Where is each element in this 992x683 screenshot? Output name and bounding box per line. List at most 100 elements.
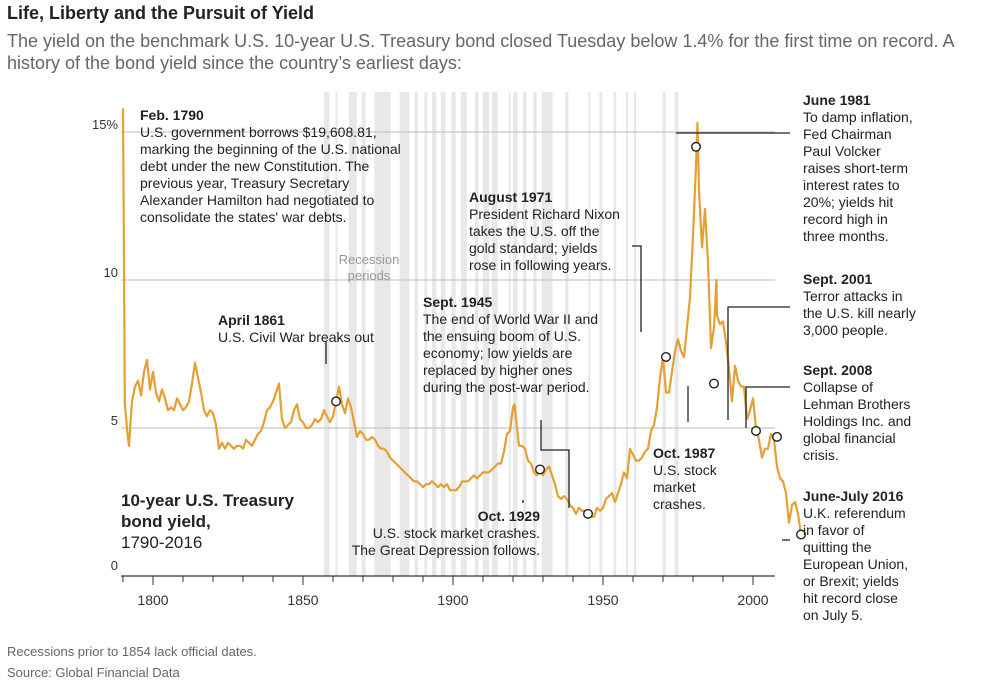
annotation-title: June 1981	[803, 92, 871, 108]
recession-band	[508, 92, 511, 576]
y-tick-label: 5	[111, 413, 118, 428]
annotation-text: raises short-term	[803, 160, 908, 176]
event-marker	[535, 464, 546, 475]
chart-subtitle: The yield on the benchmark U.S. 10-year …	[7, 31, 954, 73]
annotation-text: marking the beginning of the U.S. nation…	[140, 141, 401, 157]
annotation-text: The end of World War II and	[423, 311, 598, 327]
recession-band	[674, 92, 679, 576]
leader-line	[540, 420, 570, 508]
x-axis: 1800 1850 1900 1950 2000	[121, 575, 775, 608]
annotation-text: Paul Volcker	[803, 143, 881, 159]
annotation-text: three months.	[803, 228, 889, 244]
leader-line	[745, 386, 790, 428]
recession-band	[483, 92, 489, 576]
recession-band	[440, 92, 446, 576]
annotation-text: European Union,	[803, 556, 908, 572]
recession-band	[348, 92, 357, 576]
annotation-title: Sept. 1945	[423, 294, 492, 310]
annotation-text: U.S. stock market crashes.	[373, 525, 540, 541]
recession-band	[541, 92, 553, 576]
recession-band	[599, 92, 603, 576]
annotation-text: market	[653, 479, 696, 495]
annotation-text: quitting the	[803, 539, 872, 555]
series-label-line: 1790-2016	[121, 533, 202, 552]
annotation-text: the ensuing boom of U.S.	[423, 328, 581, 344]
yield-line	[121, 108, 803, 535]
annotation-title: April 1861	[218, 312, 285, 328]
recession-band	[474, 92, 479, 576]
annotation-text: crisis.	[803, 447, 839, 463]
annotation-text: crashes.	[653, 496, 706, 512]
annotation-text: hit record close	[803, 590, 898, 606]
recession-band	[613, 92, 617, 576]
annotation-text: record high in	[803, 211, 888, 227]
recession-band	[324, 92, 330, 576]
annotation-text: U.S. government borrows $19,608.81,	[140, 124, 377, 140]
annotation-text: Terror attacks in	[803, 288, 903, 304]
annotation-title: June-July 2016	[803, 488, 904, 504]
recession-band	[335, 92, 338, 576]
event-marker	[691, 141, 702, 152]
annotation-text: U.S. Civil War breaks out	[218, 329, 374, 345]
event-marker	[661, 351, 672, 362]
recession-label-text: periods	[348, 268, 391, 283]
recession-band	[588, 92, 591, 576]
annotation-text: U.S. stock	[653, 462, 718, 478]
series-label-line: 10-year U.S. Treasury	[121, 491, 294, 510]
annotation-title: Oct. 1987	[653, 445, 715, 461]
event-marker	[751, 425, 762, 436]
y-tick-label: 10	[104, 265, 118, 280]
recession-band	[432, 92, 437, 576]
annotation-text: Alexander Hamilton had negotiated to	[140, 192, 374, 208]
x-tick-label: 1800	[137, 592, 168, 608]
yield-series	[121, 108, 803, 535]
annotation-title: Oct. 1929	[478, 508, 540, 524]
annotation-text: 20%; yields hit	[803, 194, 893, 210]
annotation-title: August 1971	[469, 189, 552, 205]
annotation-text: rose in following years.	[469, 257, 611, 273]
recession-band	[374, 92, 391, 576]
annotation-text: previous year, Treasury Secretary	[140, 175, 349, 191]
annotation-title: Sept. 2008	[803, 362, 872, 378]
annotation-title: Feb. 1790	[140, 107, 204, 123]
annotation-leaders	[325, 132, 807, 541]
y-axis: 0 5 10 15%	[92, 117, 118, 573]
recession-band	[533, 92, 537, 576]
x-tick-label: 1850	[287, 592, 318, 608]
event-marker	[583, 508, 594, 519]
recession-band	[461, 92, 467, 576]
recession-band	[522, 92, 527, 576]
event-marker	[709, 378, 720, 389]
recession-band	[513, 92, 518, 576]
y-tick-label: 0	[111, 558, 118, 573]
chart-title: Life, Liberty and the Pursuit of Yield	[7, 3, 315, 23]
annotation-text: the U.S. kill nearly	[803, 305, 916, 321]
annotation-text: Collapse of	[803, 379, 873, 395]
recession-band	[451, 92, 456, 576]
recession-band	[399, 92, 410, 576]
recession-band	[361, 92, 366, 576]
annotation-text: interest rates to	[803, 177, 900, 193]
footnote: Recessions prior to 1854 lack official d…	[7, 644, 257, 659]
annotation-text: Holdings Inc. and	[803, 413, 911, 429]
annotation-text: gold standard; yields	[469, 240, 597, 256]
annotation-text: To damp inflation,	[803, 109, 913, 125]
recession-band	[633, 92, 637, 576]
event-marker	[331, 396, 342, 407]
annotation-title: Sept. 2001	[803, 271, 872, 287]
x-tick-label: 1950	[587, 592, 618, 608]
recession-band	[625, 92, 628, 576]
recession-label-text: Recession	[339, 252, 400, 267]
recession-band	[414, 92, 418, 576]
